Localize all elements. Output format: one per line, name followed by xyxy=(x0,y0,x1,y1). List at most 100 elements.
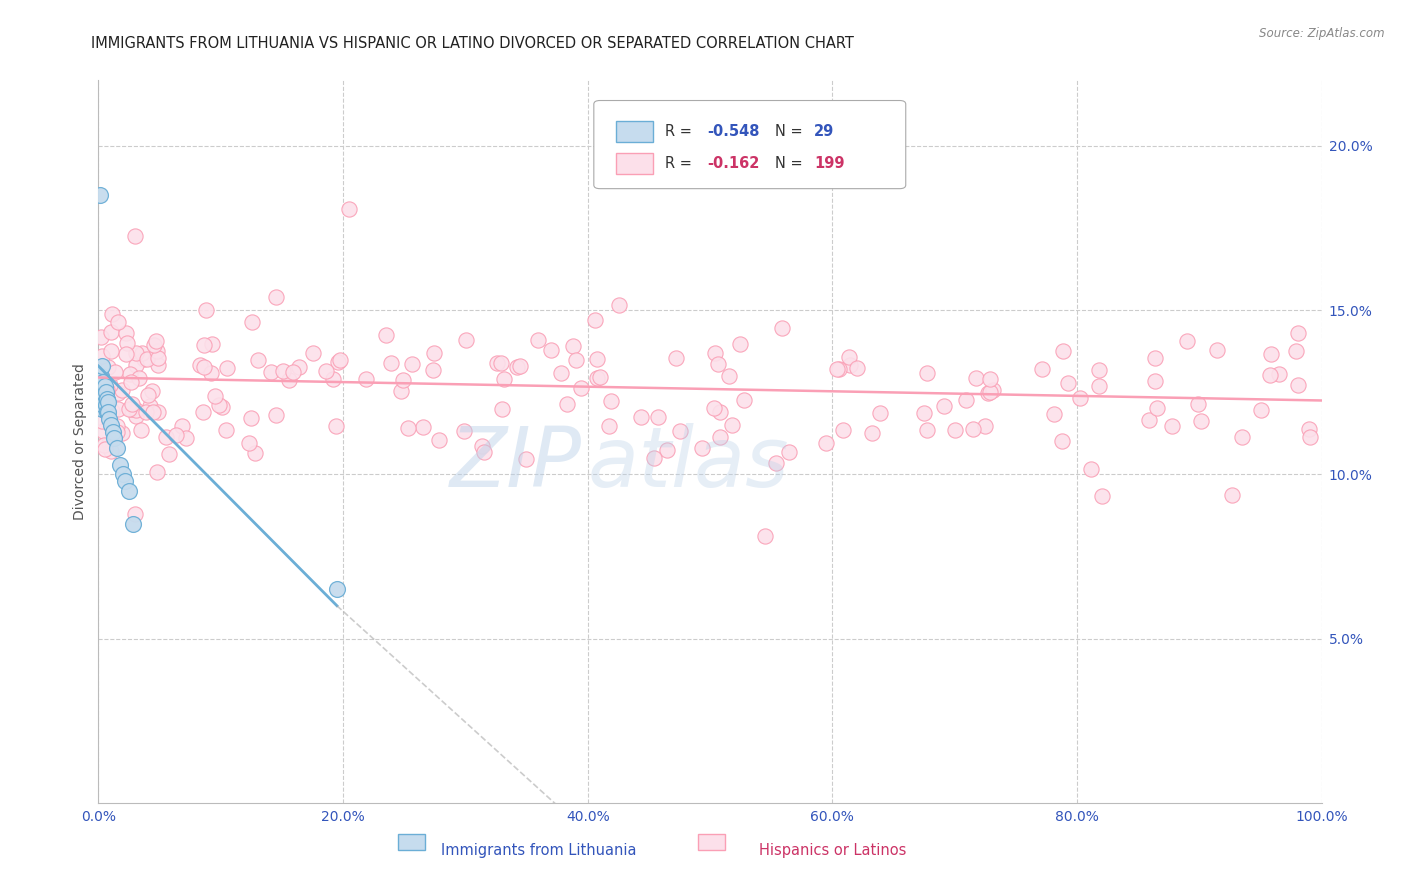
Point xyxy=(91,424,114,438)
Point xyxy=(124,358,146,372)
Point xyxy=(94,398,117,412)
Point xyxy=(977,386,1000,401)
Point xyxy=(193,360,215,375)
Text: N =: N = xyxy=(775,124,807,139)
Point xyxy=(215,361,238,376)
Point xyxy=(93,437,115,451)
Point xyxy=(703,401,725,415)
Point xyxy=(100,325,122,339)
Point xyxy=(121,397,143,411)
Point xyxy=(271,364,294,378)
Point xyxy=(107,315,129,329)
Point xyxy=(1043,408,1066,422)
Point xyxy=(120,401,142,416)
Point xyxy=(630,409,652,424)
Point xyxy=(239,411,262,425)
Point xyxy=(1052,344,1074,359)
Point xyxy=(1175,334,1198,348)
Point xyxy=(1189,414,1212,428)
Point xyxy=(401,357,423,371)
Point xyxy=(288,359,311,374)
Point xyxy=(322,372,344,386)
Point xyxy=(91,392,114,406)
Point xyxy=(124,507,146,521)
Point xyxy=(540,343,562,358)
Point xyxy=(91,376,114,390)
Point xyxy=(91,414,114,428)
Point xyxy=(107,386,129,401)
Point xyxy=(315,364,337,378)
Point xyxy=(103,431,125,445)
Point xyxy=(165,428,187,442)
Point xyxy=(846,361,869,376)
Point xyxy=(860,426,883,441)
Point xyxy=(955,392,977,407)
Point xyxy=(706,357,728,371)
Point xyxy=(506,360,529,375)
Point xyxy=(704,346,727,360)
Point xyxy=(607,298,630,312)
Point xyxy=(264,290,287,304)
Point xyxy=(98,415,121,429)
Point xyxy=(157,447,180,461)
Point xyxy=(215,423,238,437)
Point xyxy=(838,358,860,372)
Point xyxy=(141,384,163,399)
Point xyxy=(90,368,112,383)
Point xyxy=(412,419,434,434)
Point xyxy=(427,434,450,448)
Point xyxy=(194,302,217,317)
Point xyxy=(96,384,118,398)
Point xyxy=(354,372,377,386)
Point xyxy=(718,368,741,383)
Point xyxy=(101,425,124,439)
Point xyxy=(815,435,838,450)
FancyBboxPatch shape xyxy=(697,834,724,850)
Point xyxy=(1268,367,1291,381)
Point xyxy=(138,399,160,413)
Point xyxy=(979,372,1001,386)
Point xyxy=(93,378,115,392)
Point xyxy=(550,367,572,381)
Point xyxy=(98,411,121,425)
Point xyxy=(96,392,118,406)
Point xyxy=(569,380,592,394)
Point xyxy=(599,393,621,408)
Point xyxy=(193,405,215,419)
Point xyxy=(93,395,115,409)
Point xyxy=(454,333,477,347)
FancyBboxPatch shape xyxy=(398,834,425,850)
Text: atlas: atlas xyxy=(588,423,789,504)
Point xyxy=(200,366,222,380)
Point xyxy=(1285,343,1308,358)
Point xyxy=(118,401,141,416)
Point xyxy=(337,202,360,217)
Point xyxy=(709,430,731,444)
Point xyxy=(277,373,299,387)
Point xyxy=(325,418,347,433)
Point xyxy=(838,350,860,364)
Text: N =: N = xyxy=(775,156,807,171)
Point xyxy=(526,333,548,347)
Point xyxy=(120,375,142,389)
Point xyxy=(97,395,120,409)
Point xyxy=(111,467,134,482)
Point xyxy=(98,436,121,450)
Point xyxy=(188,358,211,372)
Point xyxy=(135,352,157,367)
Point xyxy=(832,423,855,437)
Point xyxy=(912,406,935,420)
Point xyxy=(129,423,152,437)
Point xyxy=(945,423,967,437)
Point xyxy=(643,450,665,465)
Point xyxy=(515,452,537,467)
Point xyxy=(115,336,138,351)
Point xyxy=(486,356,509,370)
Point xyxy=(204,389,226,403)
Point xyxy=(585,351,607,366)
Point xyxy=(238,435,260,450)
Point xyxy=(114,474,136,488)
Point xyxy=(131,346,153,360)
Point xyxy=(145,344,167,359)
Point xyxy=(115,347,138,361)
